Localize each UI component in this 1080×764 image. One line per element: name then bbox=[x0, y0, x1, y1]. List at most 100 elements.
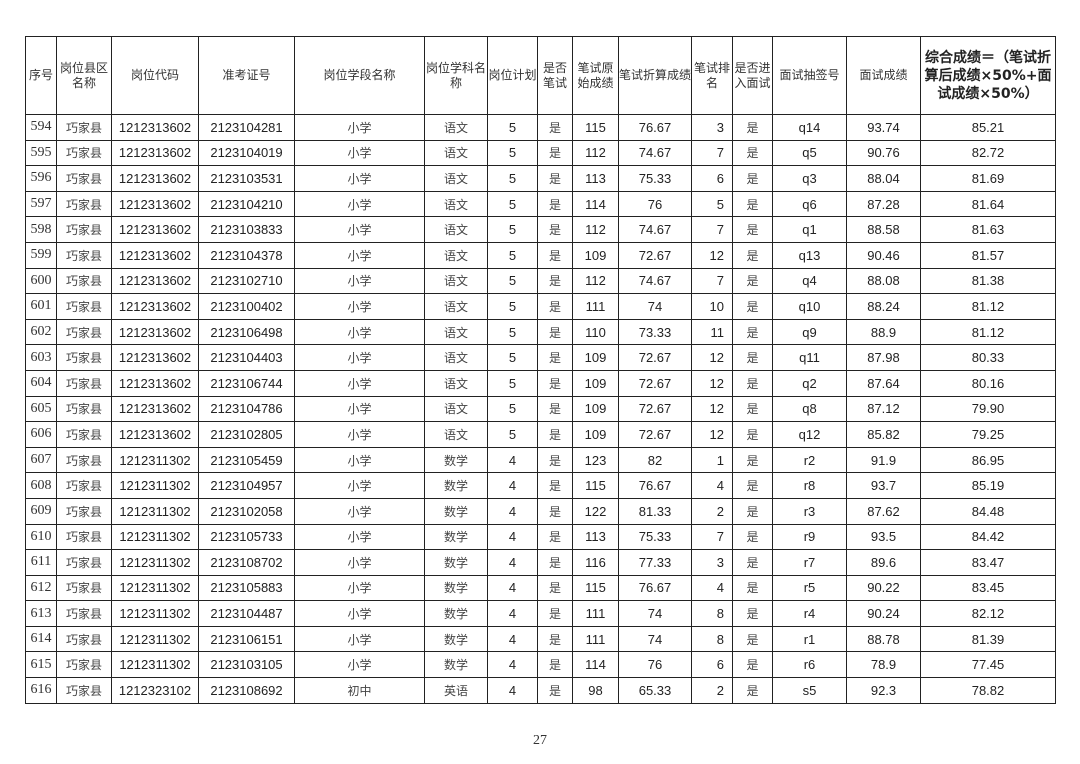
cell-seq: 602 bbox=[25, 318, 57, 346]
cell-written: 是 bbox=[537, 369, 573, 397]
cell-stage: 小学 bbox=[294, 472, 425, 499]
cell-written-raw: 109 bbox=[572, 344, 619, 371]
cell-written-rank: 7 bbox=[691, 267, 733, 295]
cell-post-code: 1212313602 bbox=[111, 241, 199, 269]
cell-interview-entry: 是 bbox=[732, 651, 773, 679]
cell-interview-score: 93.5 bbox=[846, 523, 921, 551]
cell-county: 巧家县 bbox=[56, 165, 112, 192]
cell-total-score: 77.45 bbox=[920, 651, 1056, 679]
cell-ticket-no: 2123104957 bbox=[198, 472, 295, 499]
cell-county: 巧家县 bbox=[56, 472, 112, 499]
cell-county: 巧家县 bbox=[56, 241, 112, 269]
cell-interview-score: 93.74 bbox=[846, 114, 921, 141]
cell-interview-entry: 是 bbox=[732, 241, 773, 269]
cell-post-code: 1212313602 bbox=[111, 190, 199, 218]
cell-written-raw: 112 bbox=[572, 216, 619, 243]
cell-written: 是 bbox=[537, 651, 573, 679]
cell-plan: 4 bbox=[487, 497, 538, 525]
table-row: 608 巧家县 1212311302 2123104957 小学 数学 4 是 115 76.67… bbox=[25, 472, 1056, 499]
table-row: 612 巧家县 1212311302 2123105883 小学 数学 4 是 115 76.67… bbox=[25, 574, 1056, 602]
cell-lot-no: q1 bbox=[772, 216, 847, 243]
cell-written: 是 bbox=[537, 165, 573, 192]
cell-subject: 数学 bbox=[424, 549, 488, 576]
cell-written-rank: 5 bbox=[691, 190, 733, 218]
cell-subject: 语文 bbox=[424, 344, 488, 371]
cell-post-code: 1212313602 bbox=[111, 165, 199, 192]
cell-total-score: 81.69 bbox=[920, 165, 1056, 192]
table-row: 607 巧家县 1212311302 2123105459 小学 数学 4 是 123 82 1 是 r… bbox=[25, 446, 1056, 474]
cell-written-rank: 10 bbox=[691, 293, 733, 320]
cell-written-rank: 6 bbox=[691, 651, 733, 679]
cell-plan: 5 bbox=[487, 165, 538, 192]
header-interview-entry: 是否进入面试 bbox=[732, 36, 773, 115]
cell-interview-entry: 是 bbox=[732, 523, 773, 551]
cell-lot-no: q3 bbox=[772, 165, 847, 192]
cell-lot-no: s5 bbox=[772, 677, 847, 704]
cell-written-raw: 122 bbox=[572, 497, 619, 525]
cell-written-converted: 72.67 bbox=[618, 241, 692, 269]
cell-written-raw: 112 bbox=[572, 139, 619, 167]
cell-lot-no: q13 bbox=[772, 241, 847, 269]
cell-plan: 4 bbox=[487, 446, 538, 474]
cell-written-rank: 7 bbox=[691, 139, 733, 167]
cell-county: 巧家县 bbox=[56, 139, 112, 167]
cell-written-converted: 82 bbox=[618, 446, 692, 474]
cell-written: 是 bbox=[537, 446, 573, 474]
cell-interview-entry: 是 bbox=[732, 446, 773, 474]
cell-plan: 4 bbox=[487, 574, 538, 602]
cell-county: 巧家县 bbox=[56, 369, 112, 397]
cell-written-raw: 111 bbox=[572, 293, 619, 320]
cell-subject: 数学 bbox=[424, 625, 488, 653]
cell-county: 巧家县 bbox=[56, 549, 112, 576]
cell-written-raw: 112 bbox=[572, 267, 619, 295]
cell-written-rank: 1 bbox=[691, 446, 733, 474]
cell-written-raw: 110 bbox=[572, 318, 619, 346]
cell-lot-no: r4 bbox=[772, 600, 847, 627]
cell-stage: 小学 bbox=[294, 190, 425, 218]
cell-seq: 601 bbox=[25, 293, 57, 320]
header-ticket-no: 准考证号 bbox=[198, 36, 295, 115]
cell-written-rank: 12 bbox=[691, 241, 733, 269]
cell-written-raw: 113 bbox=[572, 165, 619, 192]
cell-ticket-no: 2123108692 bbox=[198, 677, 295, 704]
cell-plan: 4 bbox=[487, 472, 538, 499]
cell-ticket-no: 2123104378 bbox=[198, 241, 295, 269]
cell-county: 巧家县 bbox=[56, 574, 112, 602]
cell-written-rank: 8 bbox=[691, 625, 733, 653]
cell-written-converted: 75.33 bbox=[618, 165, 692, 192]
cell-lot-no: q12 bbox=[772, 421, 847, 448]
cell-subject: 语文 bbox=[424, 139, 488, 167]
cell-lot-no: r3 bbox=[772, 497, 847, 525]
cell-seq: 595 bbox=[25, 139, 57, 167]
cell-subject: 语文 bbox=[424, 241, 488, 269]
cell-plan: 5 bbox=[487, 190, 538, 218]
cell-interview-score: 89.6 bbox=[846, 549, 921, 576]
cell-interview-score: 87.98 bbox=[846, 344, 921, 371]
cell-written: 是 bbox=[537, 472, 573, 499]
cell-stage: 小学 bbox=[294, 395, 425, 423]
table-row: 604 巧家县 1212313602 2123106744 小学 语文 5 是 109 72.67… bbox=[25, 369, 1056, 397]
cell-ticket-no: 2123104487 bbox=[198, 600, 295, 627]
cell-ticket-no: 2123104403 bbox=[198, 344, 295, 371]
cell-ticket-no: 2123103833 bbox=[198, 216, 295, 243]
cell-stage: 小学 bbox=[294, 446, 425, 474]
table-row: 596 巧家县 1212313602 2123103531 小学 语文 5 是 113 75.33… bbox=[25, 165, 1056, 192]
cell-written-rank: 11 bbox=[691, 318, 733, 346]
cell-post-code: 1212311302 bbox=[111, 625, 199, 653]
cell-plan: 5 bbox=[487, 114, 538, 141]
cell-ticket-no: 2123106151 bbox=[198, 625, 295, 653]
cell-interview-entry: 是 bbox=[732, 395, 773, 423]
cell-stage: 小学 bbox=[294, 318, 425, 346]
cell-county: 巧家县 bbox=[56, 190, 112, 218]
cell-post-code: 1212311302 bbox=[111, 497, 199, 525]
cell-subject: 语文 bbox=[424, 267, 488, 295]
cell-written-raw: 109 bbox=[572, 395, 619, 423]
cell-post-code: 1212311302 bbox=[111, 651, 199, 679]
cell-total-score: 81.39 bbox=[920, 625, 1056, 653]
cell-stage: 小学 bbox=[294, 241, 425, 269]
cell-lot-no: r5 bbox=[772, 574, 847, 602]
cell-seq: 603 bbox=[25, 344, 57, 371]
cell-written-converted: 76.67 bbox=[618, 114, 692, 141]
cell-lot-no: q10 bbox=[772, 293, 847, 320]
table-row: 602 巧家县 1212313602 2123106498 小学 语文 5 是 110 73.33… bbox=[25, 318, 1056, 346]
